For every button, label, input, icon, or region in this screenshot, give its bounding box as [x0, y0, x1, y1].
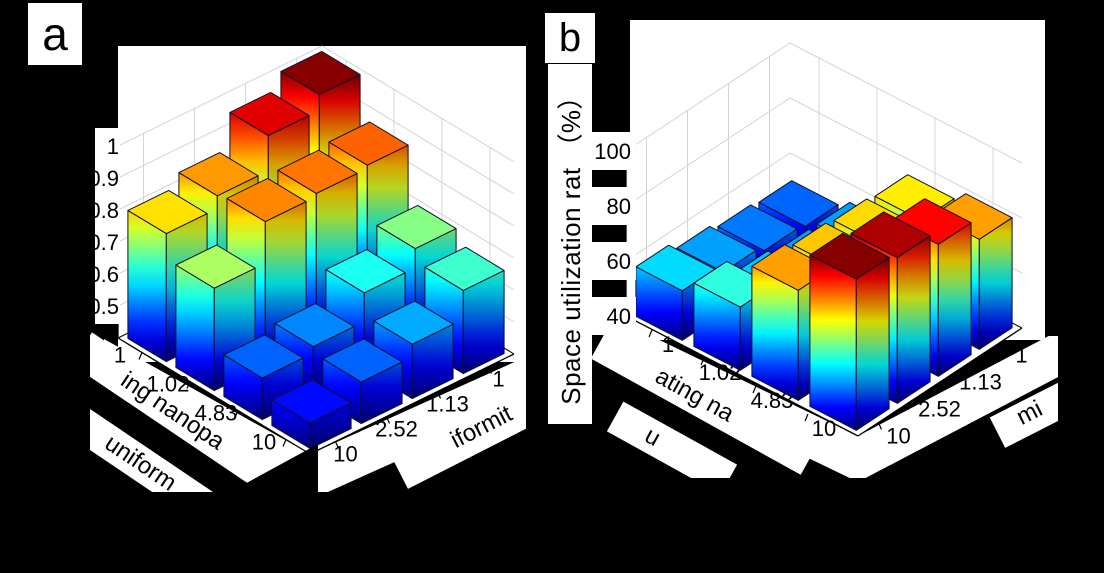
row-axis-tick: 1 — [114, 343, 126, 368]
z-axis-tick: 80 — [607, 194, 631, 219]
row-axis-tick: 4.83 — [195, 401, 238, 426]
row-axis-tick: 1 — [662, 332, 674, 357]
panel-a-label-box: a — [28, 3, 82, 65]
col-axis-tick: 1.13 — [426, 392, 469, 417]
col-axis-tick: 2.52 — [375, 417, 418, 442]
bar-a-r3-c2 — [322, 338, 403, 425]
z-axis-tick: 0.8 — [88, 198, 119, 223]
bar-b-r3-c3 — [809, 232, 890, 431]
z-axis-tick: 0.5 — [88, 294, 119, 319]
bar-a-r3-c0 — [424, 246, 505, 375]
row-axis-tick: 1.02 — [147, 372, 190, 397]
panel-b-label-box: b — [545, 13, 595, 63]
z-axis-tick: 0.9 — [88, 166, 119, 191]
z-axis-tick: 0.6 — [88, 262, 119, 287]
col-axis-tick: 1.13 — [959, 370, 1002, 395]
col-axis-tick: 10 — [886, 424, 910, 449]
bar-a-r3-c3 — [271, 379, 352, 450]
panel-a-label: a — [42, 8, 68, 60]
row-axis-tick: 10 — [252, 430, 276, 455]
z-axis-tick: 100 — [594, 139, 631, 164]
z-axis-tick: 60 — [607, 249, 631, 274]
col-axis-band — [856, 329, 1062, 483]
panel-b-label: b — [558, 15, 582, 60]
col-axis-tick: 10 — [333, 442, 357, 467]
panel-b-chart: ating naumi11.024.831011.132.52104060801… — [552, 0, 1104, 573]
z-axis-tick: 1 — [107, 134, 119, 159]
panel-b-zaxis-label-strip: Space utilization rat （%） — [548, 64, 592, 424]
panel-b-zaxis-label: Space utilization rat （%） — [555, 83, 586, 405]
z-axis-tick: 40 — [607, 304, 631, 329]
col-axis-tick: 1 — [1015, 343, 1027, 368]
row-axis-tick: 10 — [812, 416, 836, 441]
col-axis-tick: 1 — [492, 367, 504, 392]
z-axis-tick: 0.7 — [88, 230, 119, 255]
col-axis-band — [308, 355, 530, 501]
panel-a-chart: ing nanopauniformiformit11.024.831011.13… — [61, 45, 569, 538]
col-axis-tick: 2.52 — [918, 397, 961, 422]
